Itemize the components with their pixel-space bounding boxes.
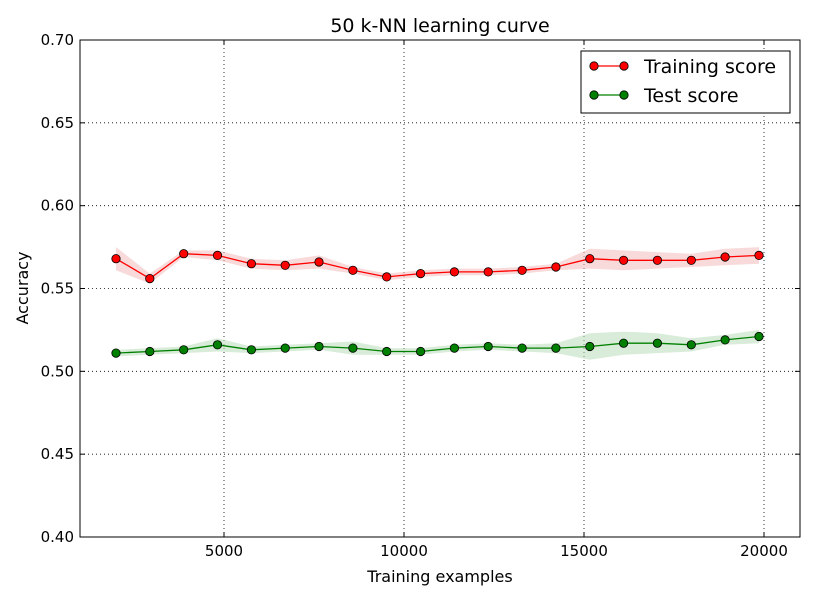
grid	[80, 40, 800, 537]
line-test	[115, 335, 760, 354]
point-test	[686, 340, 696, 350]
confidence-bands	[116, 247, 759, 360]
point-test	[314, 341, 324, 352]
y-tick-label: 0.40	[41, 528, 74, 546]
point-training	[686, 255, 696, 265]
point-test	[483, 341, 493, 352]
band-training	[116, 247, 759, 284]
point-training	[551, 262, 561, 272]
point-test	[280, 343, 290, 353]
point-test	[179, 345, 189, 355]
point-test	[720, 335, 730, 345]
legend: Training score Test score	[580, 50, 791, 114]
y-tick-label: 0.50	[41, 362, 74, 380]
x-axis-label: Training examples	[366, 567, 512, 586]
legend-marker-training	[619, 61, 629, 71]
point-training	[314, 257, 324, 267]
band-test	[116, 329, 759, 360]
y-tick-label: 0.60	[41, 197, 74, 215]
point-training	[720, 252, 730, 262]
point-training	[585, 254, 595, 264]
x-tick-label: 10000	[380, 542, 428, 560]
y-axis-ticks: 0.40 0.45 0.50 0.55 0.60 0.65 0.70	[41, 31, 800, 546]
point-test	[246, 345, 256, 355]
line-training	[115, 253, 760, 280]
point-training	[449, 267, 459, 277]
legend-label-test: Test score	[643, 85, 739, 107]
point-test	[212, 340, 223, 350]
y-axis-label: Accuracy	[13, 251, 32, 324]
point-training	[754, 250, 764, 260]
chart-title: 50 k-NN learning curve	[330, 15, 549, 37]
point-training	[348, 265, 358, 275]
point-test	[145, 346, 155, 357]
legend-entry-training: Training score	[589, 56, 776, 78]
legend-marker-test	[619, 90, 629, 100]
point-training	[618, 255, 629, 265]
point-test	[382, 346, 392, 357]
point-test	[585, 341, 595, 352]
y-tick-label: 0.65	[41, 114, 74, 132]
legend-box	[580, 50, 791, 114]
point-training	[517, 265, 527, 275]
point-training	[382, 272, 392, 282]
point-training	[415, 268, 426, 279]
point-test	[517, 343, 527, 353]
point-test	[415, 346, 426, 357]
legend-label-training: Training score	[643, 56, 776, 78]
point-test	[348, 343, 358, 353]
point-training	[483, 267, 493, 277]
series-markers	[111, 249, 764, 358]
point-training	[246, 259, 256, 269]
point-training	[111, 254, 121, 264]
point-test	[754, 331, 764, 342]
point-test	[618, 338, 629, 348]
point-test	[449, 343, 459, 353]
legend-entry-test: Test score	[589, 85, 739, 107]
point-test	[111, 348, 121, 358]
legend-marker-test	[589, 90, 599, 100]
x-tick-label: 15000	[560, 542, 608, 560]
point-training	[179, 249, 189, 259]
point-training	[145, 273, 155, 284]
point-test	[652, 338, 663, 348]
series-lines	[115, 253, 760, 354]
point-training	[280, 260, 290, 270]
x-tick-label: 5000	[205, 542, 243, 560]
point-test	[551, 343, 561, 353]
x-axis-ticks: 5000 10000 15000 20000	[205, 40, 788, 560]
legend-marker-training	[589, 61, 599, 71]
y-tick-label: 0.45	[41, 445, 74, 463]
x-tick-label: 20000	[740, 542, 788, 560]
point-training	[212, 250, 223, 260]
y-tick-label: 0.70	[41, 31, 74, 49]
point-training	[652, 255, 663, 265]
y-tick-label: 0.55	[41, 280, 74, 298]
